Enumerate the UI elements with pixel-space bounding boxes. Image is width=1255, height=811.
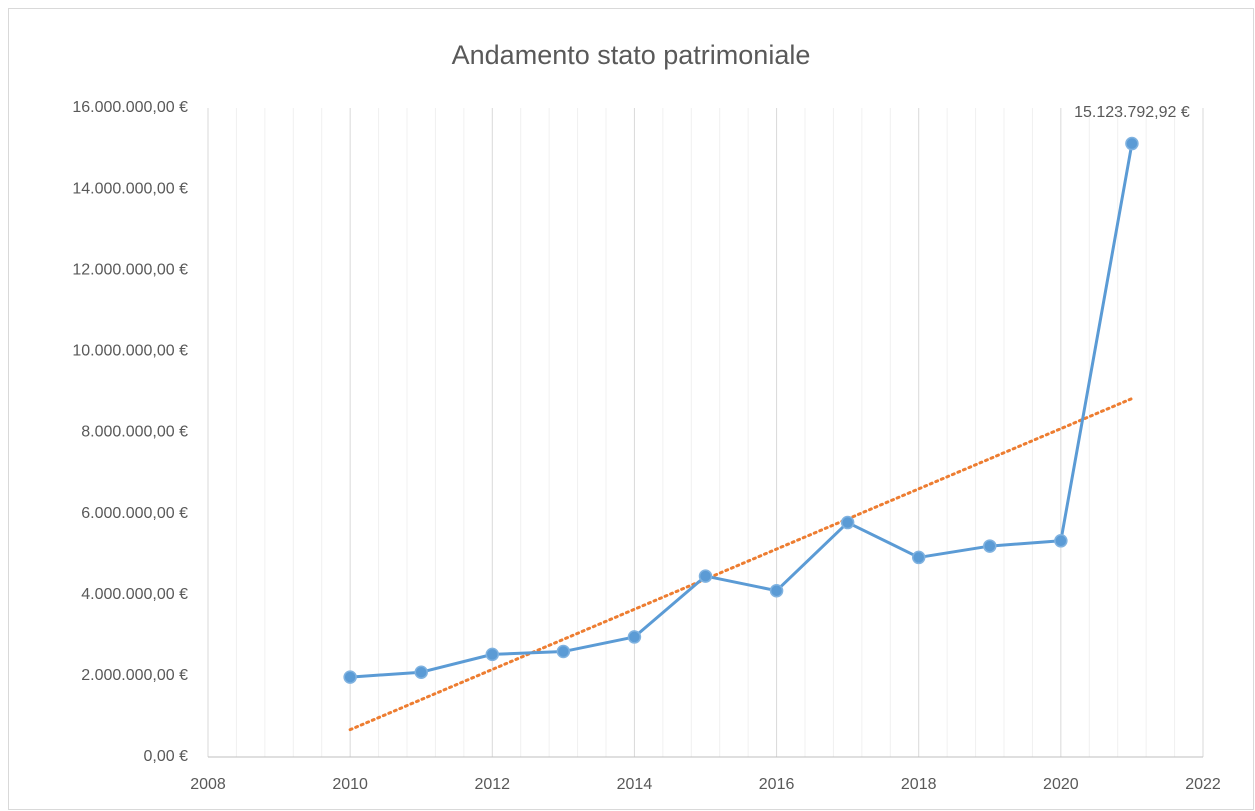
x-tick-label: 2012 [474, 776, 510, 793]
x-tick-label: 2020 [1043, 776, 1079, 793]
data-point [1054, 534, 1068, 548]
x-tick-label: 2014 [617, 776, 653, 793]
data-point [414, 665, 428, 679]
y-tick-label: 14.000.000,00 € [72, 180, 188, 197]
data-point [556, 644, 571, 659]
data-point [485, 647, 500, 662]
data-point [769, 583, 784, 598]
y-tick-label: 16.000.000,00 € [72, 99, 188, 116]
data-label: 15.123.792,92 € [1074, 104, 1190, 121]
y-tick-label: 8.000.000,00 € [81, 424, 188, 441]
chart-border [8, 8, 1254, 810]
data-point [698, 569, 713, 583]
x-tick-label: 2008 [190, 776, 226, 793]
x-tick-label: 2016 [759, 776, 795, 793]
trendline [348, 397, 1134, 732]
data-point [983, 539, 997, 553]
y-tick-label: 12.000.000,00 € [72, 261, 188, 278]
x-tick-label: 2018 [901, 776, 937, 793]
y-tick-label: 4.000.000,00 € [81, 586, 188, 603]
data-point [627, 630, 642, 644]
data-point [343, 670, 357, 684]
x-tick-label: 2022 [1185, 776, 1221, 793]
y-tick-label: 10.000.000,00 € [72, 343, 188, 360]
data-point [911, 550, 926, 565]
y-tick-label: 2.000.000,00 € [81, 667, 188, 684]
data-line [350, 143, 1134, 679]
chart-title: Andamento stato patrimoniale [452, 40, 811, 70]
data-point [840, 515, 855, 530]
data-point [1125, 136, 1139, 151]
y-tick-label: 6.000.000,00 € [81, 505, 188, 522]
y-tick-label: 0,00 € [144, 748, 189, 765]
x-tick-label: 2010 [332, 776, 368, 793]
